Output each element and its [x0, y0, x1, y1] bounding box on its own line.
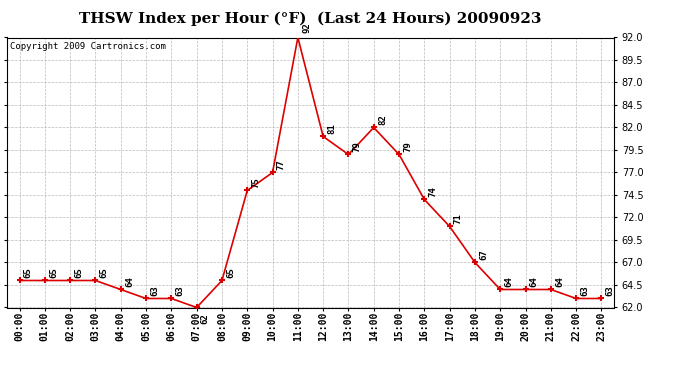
Text: 71: 71	[454, 213, 463, 224]
Text: 77: 77	[277, 159, 286, 170]
Text: 65: 65	[99, 267, 108, 278]
Text: 63: 63	[175, 285, 184, 296]
Text: 79: 79	[353, 141, 362, 152]
Text: 65: 65	[75, 267, 83, 278]
Text: 64: 64	[530, 276, 539, 287]
Text: 82: 82	[378, 114, 387, 125]
Text: 75: 75	[251, 177, 260, 188]
Text: 63: 63	[150, 285, 159, 296]
Text: 64: 64	[555, 276, 564, 287]
Text: 65: 65	[23, 267, 32, 278]
Text: 62: 62	[201, 314, 210, 324]
Text: 67: 67	[479, 249, 488, 260]
Text: Copyright 2009 Cartronics.com: Copyright 2009 Cartronics.com	[10, 42, 166, 51]
Text: THSW Index per Hour (°F)  (Last 24 Hours) 20090923: THSW Index per Hour (°F) (Last 24 Hours)…	[79, 11, 542, 26]
Text: 79: 79	[403, 141, 412, 152]
Text: 81: 81	[327, 123, 336, 134]
Text: 64: 64	[504, 276, 513, 287]
Text: 92: 92	[302, 22, 311, 33]
Text: 63: 63	[606, 285, 615, 296]
Text: 74: 74	[428, 186, 437, 197]
Text: 65: 65	[226, 267, 235, 278]
Text: 64: 64	[125, 276, 134, 287]
Text: 65: 65	[49, 267, 58, 278]
Text: 63: 63	[580, 285, 589, 296]
